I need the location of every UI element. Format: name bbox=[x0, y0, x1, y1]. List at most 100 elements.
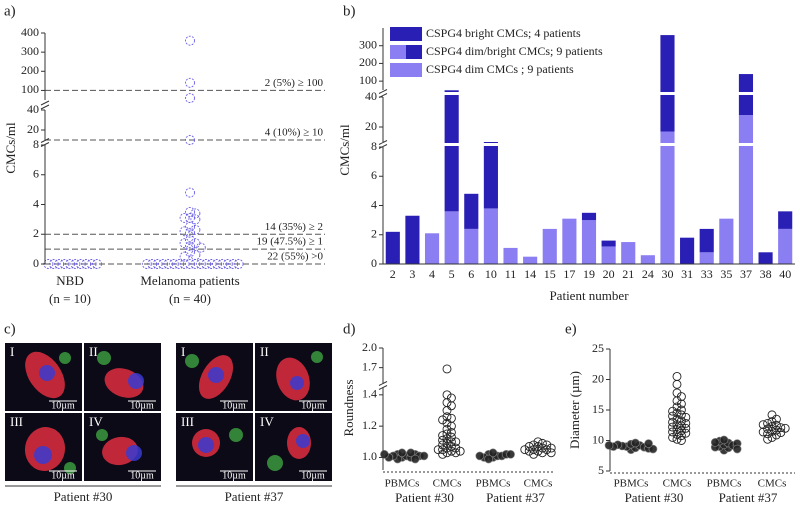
data-point bbox=[771, 425, 781, 435]
data-point bbox=[672, 425, 682, 434]
data-point bbox=[446, 432, 456, 442]
y-tick-label: 1.7 bbox=[362, 359, 377, 373]
x-tick-label: CMCs bbox=[663, 478, 692, 490]
axis-break bbox=[378, 144, 388, 149]
x-tick-label: 6 bbox=[468, 267, 474, 281]
bar-segment bbox=[444, 90, 459, 212]
group-label: Patient #30 bbox=[54, 489, 113, 504]
data-point bbox=[529, 440, 539, 450]
data-point bbox=[158, 259, 168, 269]
bar-segment bbox=[660, 131, 675, 264]
data-point bbox=[672, 414, 682, 424]
y-tick-label: 20 bbox=[27, 122, 39, 136]
bar-segment bbox=[405, 215, 420, 264]
green-cell bbox=[96, 429, 108, 441]
data-point bbox=[446, 401, 456, 411]
panel-numeral: II bbox=[89, 344, 98, 359]
data-point bbox=[442, 412, 452, 422]
x-tick-label: CMCs bbox=[433, 478, 462, 490]
x-tick-label: 21 bbox=[622, 267, 634, 281]
y-tick-label: 1.2 bbox=[362, 418, 377, 432]
data-point bbox=[185, 206, 195, 217]
data-point bbox=[380, 450, 389, 459]
panel-label: d) bbox=[343, 321, 356, 337]
y-tick-label: 5 bbox=[598, 463, 604, 477]
data-point bbox=[529, 449, 539, 459]
y-tick-label: 200 bbox=[21, 63, 39, 77]
bar-segment bbox=[483, 208, 498, 264]
data-point bbox=[604, 441, 614, 450]
data-point bbox=[475, 451, 485, 461]
data-point bbox=[185, 35, 195, 46]
y-tick-label: 4 bbox=[33, 196, 39, 210]
data-point bbox=[771, 420, 781, 430]
x-tick-label: PBMCs bbox=[476, 478, 511, 490]
bar-segment bbox=[581, 220, 597, 264]
y-axis-label: Diameter (µm) bbox=[567, 371, 582, 449]
y-tick-label: 6 bbox=[33, 167, 39, 181]
data-point bbox=[644, 439, 653, 448]
green-cell bbox=[229, 428, 243, 442]
bar-segment bbox=[464, 193, 479, 229]
data-point bbox=[668, 427, 678, 437]
data-point bbox=[442, 443, 452, 453]
data-point bbox=[533, 437, 543, 447]
data-point bbox=[681, 428, 691, 438]
data-point bbox=[533, 446, 543, 456]
category-note: (n = 10) bbox=[49, 291, 91, 306]
bar-segment bbox=[778, 211, 793, 229]
data-point bbox=[780, 423, 790, 433]
data-point bbox=[542, 440, 552, 450]
data-point bbox=[222, 259, 233, 269]
threshold-label: 4 (10%) ≥ 10 bbox=[265, 127, 324, 139]
data-point bbox=[75, 259, 86, 269]
bar-segment bbox=[542, 228, 557, 264]
scale-bar-label: 10µm bbox=[51, 400, 75, 411]
x-tick-label: CMCs bbox=[524, 478, 553, 490]
data-point bbox=[446, 442, 456, 451]
data-point bbox=[672, 420, 682, 430]
green-cell bbox=[311, 351, 323, 363]
nucleus bbox=[290, 376, 304, 390]
data-point bbox=[195, 259, 206, 269]
data-point bbox=[442, 429, 452, 439]
data-point bbox=[190, 224, 201, 235]
y-tick-label: 2 bbox=[371, 227, 377, 241]
group-label: Patient #37 bbox=[225, 489, 284, 504]
x-tick-label: 15 bbox=[544, 267, 556, 281]
y-tick-label: 8 bbox=[371, 139, 377, 153]
y-tick-label: 200 bbox=[359, 55, 377, 69]
data-point bbox=[179, 259, 190, 269]
scale-bar-label: 10µm bbox=[130, 470, 154, 481]
data-point bbox=[763, 434, 773, 444]
y-tick-label: 15 bbox=[592, 402, 604, 416]
green-cell bbox=[97, 351, 111, 365]
y-tick-label: 100 bbox=[21, 82, 39, 96]
bar-segment bbox=[738, 115, 754, 264]
nucleus bbox=[208, 367, 224, 383]
data-point bbox=[446, 421, 456, 431]
x-tick-label: 5 bbox=[449, 267, 455, 281]
data-point bbox=[758, 420, 768, 430]
x-tick-label: 38 bbox=[760, 267, 772, 281]
x-tick-label: 3 bbox=[409, 267, 415, 281]
panel-label: a) bbox=[4, 3, 16, 19]
data-point bbox=[767, 433, 777, 442]
data-point bbox=[174, 259, 185, 269]
data-point bbox=[442, 448, 452, 458]
x-tick-label: 10 bbox=[485, 267, 497, 281]
data-point bbox=[185, 77, 195, 88]
data-point bbox=[668, 422, 678, 432]
data-point bbox=[228, 259, 239, 269]
data-point bbox=[710, 438, 720, 447]
data-point bbox=[185, 187, 195, 198]
data-point bbox=[537, 443, 547, 453]
data-point bbox=[668, 411, 678, 421]
nucleus bbox=[34, 446, 52, 464]
data-point bbox=[451, 437, 461, 447]
axis-break bbox=[378, 140, 388, 145]
legend-swatch bbox=[390, 45, 406, 59]
data-point bbox=[442, 434, 452, 444]
data-point bbox=[206, 259, 217, 269]
y-tick-label: 2 bbox=[33, 226, 39, 240]
